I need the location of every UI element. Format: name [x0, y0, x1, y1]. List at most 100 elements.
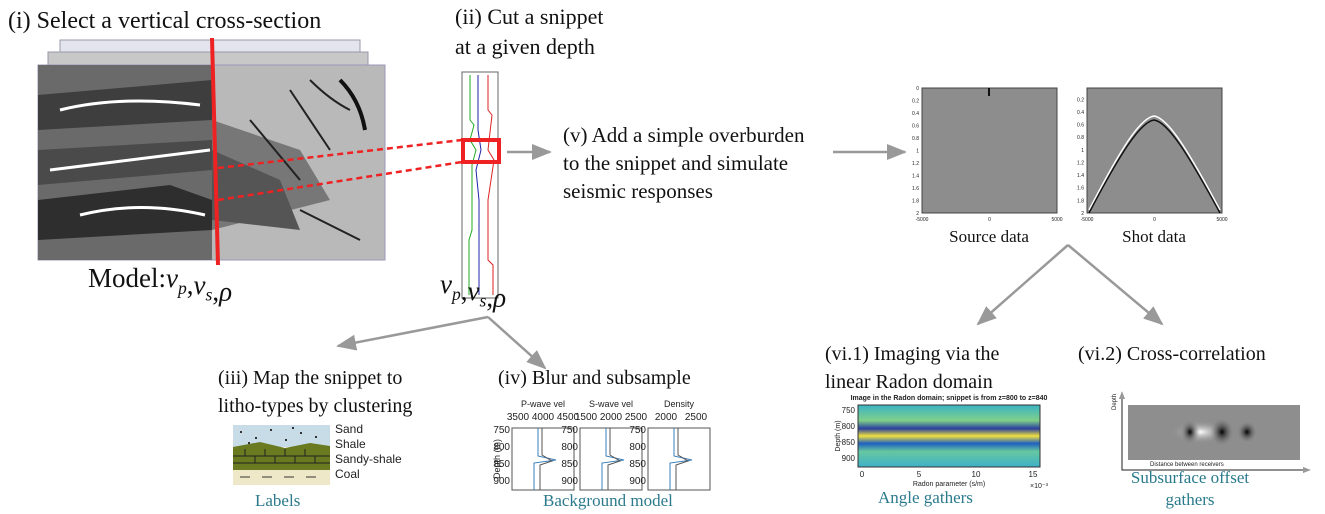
label: 1.6	[912, 186, 919, 192]
label: 2000	[655, 412, 678, 423]
label: Coal	[335, 467, 360, 481]
label: (iv) Blur and subsample	[498, 367, 691, 389]
label: 0.4	[1077, 110, 1084, 116]
separator: ,	[461, 276, 468, 306]
label: 10	[972, 470, 981, 479]
curve	[601, 428, 625, 490]
shot-panel	[1086, 87, 1223, 214]
curve	[539, 428, 554, 490]
arrow	[1067, 244, 1164, 326]
curve	[607, 428, 622, 490]
label: 5000	[1051, 217, 1062, 223]
curve	[533, 428, 557, 490]
label: 0	[988, 217, 991, 223]
label: 850	[561, 459, 578, 470]
curve	[669, 428, 693, 490]
label: 2000	[600, 412, 623, 423]
arrow	[976, 244, 1069, 326]
label: 1.4	[1077, 173, 1084, 179]
label: 1.6	[1077, 186, 1084, 192]
label: 5	[917, 470, 922, 479]
separator: ,	[187, 270, 194, 300]
source-panel	[921, 87, 1058, 214]
var: ρ	[492, 283, 506, 313]
sub: p	[176, 278, 187, 298]
label: 2500	[685, 412, 708, 423]
sub: p	[450, 284, 461, 304]
label: 1	[916, 149, 919, 155]
math-label: vp,vs,ρ	[440, 269, 506, 313]
label: 800	[629, 442, 646, 453]
label: 15	[1029, 470, 1038, 479]
math-label: Model:vp,vs,ρ	[88, 263, 232, 307]
label: Density	[664, 399, 695, 409]
var: v	[166, 263, 178, 293]
label: litho-types by clustering	[218, 395, 412, 417]
label: 4000	[532, 412, 555, 423]
label: 2	[916, 211, 919, 217]
label: Distance between receivers	[1150, 462, 1224, 468]
separator: ,	[212, 277, 219, 307]
label: 900	[629, 476, 646, 487]
label: 1.8	[1077, 198, 1084, 204]
label: Depth (m)	[492, 439, 502, 479]
label: 800	[561, 442, 578, 453]
label: linear Radon domain	[825, 371, 993, 393]
property-plot	[511, 427, 575, 491]
label: Sand	[335, 422, 363, 436]
var: ρ	[218, 277, 232, 307]
label: Depth (m)	[835, 420, 842, 451]
label: at a given depth	[455, 34, 595, 59]
label: 900	[842, 454, 856, 463]
label: -5000	[916, 217, 929, 223]
label: 900	[561, 476, 578, 487]
label: 2500	[625, 412, 648, 423]
label: (ii) Cut a snippet	[455, 4, 603, 29]
label: 850	[842, 438, 856, 447]
var: v	[440, 269, 452, 299]
arrow	[487, 316, 547, 370]
label: 0.2	[1077, 97, 1084, 103]
var: v	[194, 270, 206, 300]
label: 750	[629, 425, 646, 436]
label: ×10⁻³	[1030, 483, 1049, 490]
separator: ,	[486, 283, 493, 313]
xcorr-image	[1118, 391, 1311, 474]
label: seismic responses	[563, 179, 713, 203]
label: gathers	[1165, 490, 1214, 509]
label: 1	[1081, 148, 1084, 154]
label: Labels	[255, 491, 300, 510]
label: 5000	[1216, 217, 1227, 223]
label: S-wave vel	[589, 399, 633, 409]
label: 0.6	[1077, 123, 1084, 129]
arrow	[336, 315, 489, 351]
label: 750	[493, 425, 510, 436]
label: Shale	[335, 437, 366, 451]
curve	[675, 428, 690, 490]
label: 3500	[507, 412, 530, 423]
label: 1.8	[912, 199, 919, 205]
litho-image	[233, 425, 330, 485]
radon-image	[857, 404, 1041, 468]
label: Radon parameter (s/m)	[913, 481, 985, 488]
label: to the snippet and simulate	[563, 151, 788, 175]
label: 0.8	[1077, 135, 1084, 141]
label: 850	[629, 459, 646, 470]
label: 750	[842, 406, 856, 415]
label: 750	[561, 425, 578, 436]
label: 4500	[557, 412, 580, 423]
label: (vi.1) Imaging via the	[825, 343, 1000, 365]
label: Shot data	[1122, 227, 1186, 246]
label: 0	[916, 86, 919, 92]
label: Background model	[543, 491, 673, 510]
label: 0.6	[912, 124, 919, 130]
label: (iii) Map the snippet to	[218, 367, 402, 389]
label: Image in the Radon domain; snippet is fr…	[851, 395, 1048, 402]
label: Source data	[949, 227, 1029, 246]
sub: s	[479, 291, 486, 311]
label: 0	[860, 470, 865, 479]
property-plot	[647, 427, 711, 491]
label: Subsurface offset	[1131, 468, 1249, 487]
snippet-plot	[461, 71, 501, 299]
